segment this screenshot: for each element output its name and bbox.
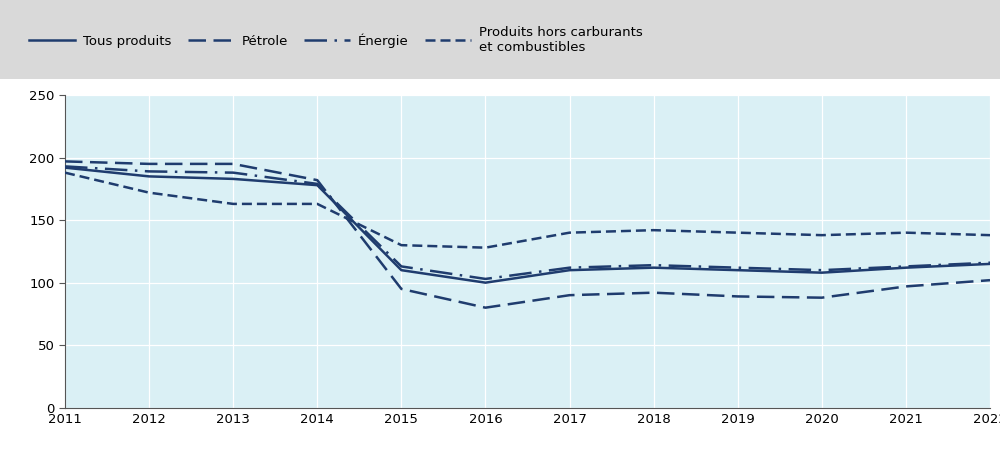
Legend: Tous produits, Pétrole, Énergie, Produits hors carburants
et combustibles: Tous produits, Pétrole, Énergie, Produit… [27, 23, 645, 56]
